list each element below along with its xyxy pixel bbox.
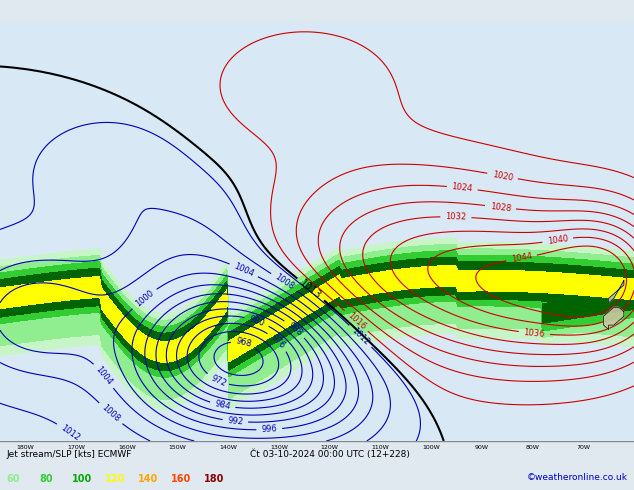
Text: 980: 980 — [248, 314, 266, 328]
Text: 972: 972 — [209, 373, 228, 388]
Text: 120W: 120W — [321, 445, 339, 450]
Text: 160: 160 — [171, 474, 191, 484]
Text: 130W: 130W — [270, 445, 288, 450]
Text: 1028: 1028 — [489, 201, 512, 213]
Text: 1012: 1012 — [350, 325, 371, 346]
Text: 1000: 1000 — [133, 289, 155, 309]
Text: 984: 984 — [214, 399, 231, 412]
Text: 996: 996 — [261, 424, 278, 434]
Text: 1032: 1032 — [445, 212, 467, 222]
Text: 1040: 1040 — [547, 234, 569, 246]
Text: 1004: 1004 — [233, 262, 256, 278]
Text: 170W: 170W — [67, 445, 85, 450]
Text: 160W: 160W — [118, 445, 136, 450]
Polygon shape — [609, 281, 624, 303]
Text: 70W: 70W — [576, 445, 590, 450]
Text: 1024: 1024 — [451, 182, 473, 194]
Text: Čt 03-10-2024 00:00 UTC (12+228): Čt 03-10-2024 00:00 UTC (12+228) — [250, 450, 410, 460]
Text: 1008: 1008 — [100, 403, 121, 424]
Text: 1044: 1044 — [510, 252, 533, 265]
Text: 992: 992 — [227, 416, 243, 426]
Text: 1012: 1012 — [59, 423, 81, 442]
Polygon shape — [604, 307, 624, 330]
Text: 1036: 1036 — [523, 328, 545, 339]
Text: 1013: 1013 — [298, 278, 323, 301]
Text: 976: 976 — [269, 333, 287, 350]
Text: 80: 80 — [39, 474, 53, 484]
Text: 100: 100 — [72, 474, 93, 484]
Text: 1004: 1004 — [94, 365, 114, 387]
Text: 140: 140 — [138, 474, 158, 484]
Text: 1020: 1020 — [491, 170, 514, 182]
Text: 968: 968 — [235, 337, 253, 349]
Text: ©weatheronline.co.uk: ©weatheronline.co.uk — [527, 473, 628, 482]
Text: 180: 180 — [204, 474, 224, 484]
Text: 150W: 150W — [169, 445, 186, 450]
Text: 1008: 1008 — [273, 272, 295, 292]
Text: 80W: 80W — [526, 445, 540, 450]
Text: 120: 120 — [105, 474, 126, 484]
Text: 60: 60 — [6, 474, 20, 484]
Text: 100W: 100W — [422, 445, 440, 450]
Text: 90W: 90W — [475, 445, 489, 450]
Text: 1016: 1016 — [346, 311, 367, 331]
Text: 140W: 140W — [219, 445, 237, 450]
Text: 988: 988 — [286, 320, 304, 338]
Text: Jet stream/SLP [kts] ECMWF: Jet stream/SLP [kts] ECMWF — [6, 450, 132, 459]
Text: 180W: 180W — [16, 445, 34, 450]
Text: 110W: 110W — [372, 445, 389, 450]
